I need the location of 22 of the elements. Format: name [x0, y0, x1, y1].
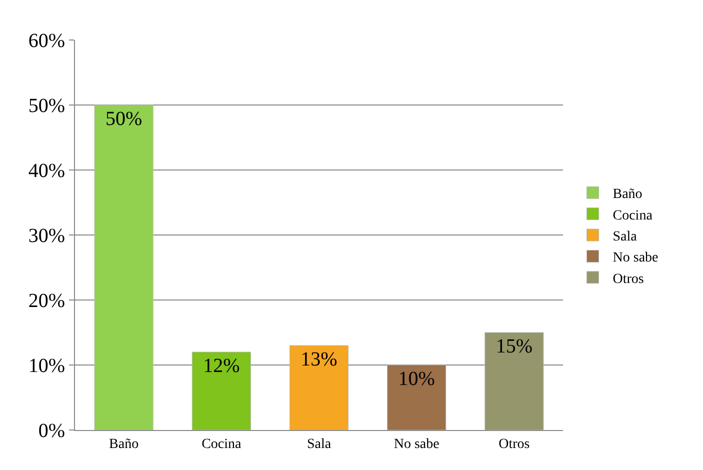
y-tick-label: 40% — [28, 160, 65, 182]
data-label: 50% — [105, 108, 142, 130]
legend-label: Cocina — [612, 208, 654, 224]
x-tick-label: Baño — [109, 436, 139, 452]
legend-label: Otros — [612, 272, 644, 287]
x-tick-label: Sala — [306, 436, 332, 452]
y-tick-label: 10% — [28, 355, 65, 377]
y-tick-label: 60% — [28, 30, 65, 52]
y-tick-label: 20% — [28, 290, 65, 312]
legend-label: Baño — [612, 187, 642, 202]
x-tick-label: Otros — [498, 436, 530, 452]
data-label: 15% — [496, 336, 533, 358]
x-tick-label: No sabe — [394, 436, 440, 452]
legend-label: No sabe — [612, 250, 658, 266]
data-label: 12% — [203, 355, 240, 377]
x-tick-label: Cocina — [202, 436, 242, 452]
y-tick-label: 0% — [38, 420, 65, 442]
legend-label: Sala — [612, 229, 638, 244]
y-tick-label: 50% — [28, 95, 65, 117]
y-tick-label: 30% — [28, 225, 65, 247]
data-label: 10% — [398, 368, 435, 390]
data-label: 13% — [300, 348, 338, 370]
